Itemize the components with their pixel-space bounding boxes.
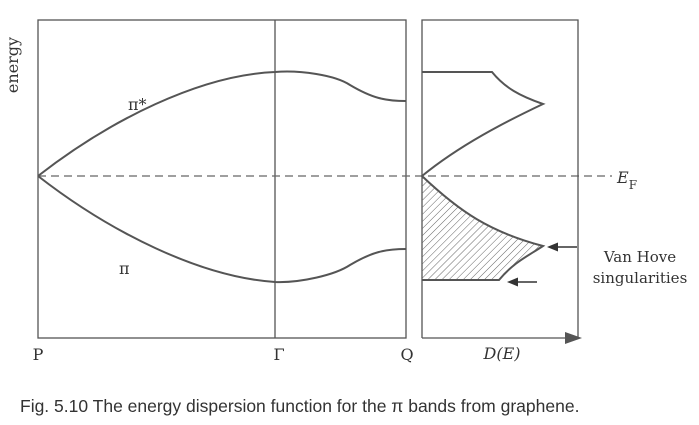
dos-axis-arrowhead xyxy=(565,332,582,344)
tick-label-gamma: Γ xyxy=(273,345,284,364)
dos-panel-frame xyxy=(421,19,579,338)
figure-caption: Fig. 5.10 The energy dispersion function… xyxy=(20,396,579,416)
energy-axis-label: energy xyxy=(3,37,22,93)
pi-star-band-label: π* xyxy=(128,95,147,114)
tick-label-q: Q xyxy=(400,345,413,364)
fermi-level-label: EF xyxy=(616,168,637,192)
van-hove-arrow-upper-head xyxy=(547,242,558,252)
van-hove-annotation-line1: Van Hove xyxy=(603,248,676,266)
fermi-level-symbol: E xyxy=(616,168,629,187)
pi-star-band-curve xyxy=(37,70,407,177)
van-hove-arrow-lower-head xyxy=(507,277,518,287)
pi-band-label: π xyxy=(119,259,130,278)
fermi-level-subscript: F xyxy=(629,178,637,192)
band-panel-frame xyxy=(37,19,407,339)
van-hove-annotation-line2: singularities xyxy=(593,269,688,287)
tick-label-p: P xyxy=(33,345,44,364)
occupied-states-hatch xyxy=(422,176,543,280)
dos-curve xyxy=(420,71,546,281)
pi-band-curve xyxy=(37,175,407,284)
dos-axis-label: D(E) xyxy=(483,344,521,363)
